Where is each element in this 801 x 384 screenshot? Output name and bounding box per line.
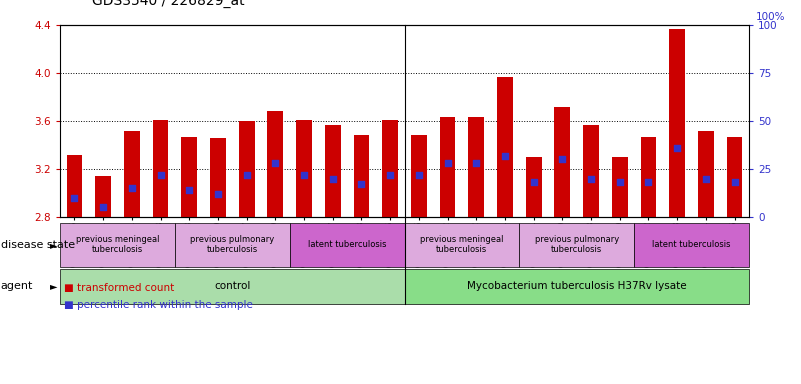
Point [614,179,626,185]
Bar [325,124,340,217]
Point [154,172,167,178]
Bar [210,138,226,217]
Bar [124,131,139,217]
Bar [239,121,255,217]
Point [269,160,282,166]
Point [126,185,139,191]
Text: previous meningeal
tuberculosis: previous meningeal tuberculosis [76,235,159,255]
Point [728,179,741,185]
Point [699,175,712,182]
Text: previous meningeal
tuberculosis: previous meningeal tuberculosis [421,235,504,255]
Bar [612,157,628,217]
Point [298,172,311,178]
Bar [353,136,369,217]
Bar [268,111,284,217]
Bar [440,118,456,217]
Bar [497,76,513,217]
Bar [296,120,312,217]
Text: ■ percentile rank within the sample: ■ percentile rank within the sample [64,300,253,310]
Point [355,181,368,187]
Text: disease state: disease state [1,240,75,250]
Text: latent tuberculosis: latent tuberculosis [652,240,731,249]
Text: control: control [214,281,251,291]
Text: ■ transformed count: ■ transformed count [64,283,175,293]
Point [240,172,253,178]
Text: previous pulmonary
tuberculosis: previous pulmonary tuberculosis [534,235,619,255]
Point [68,195,81,201]
Text: ►: ► [50,281,57,291]
Bar [95,176,111,217]
Bar [411,136,427,217]
Bar [554,107,570,217]
Bar [525,157,541,217]
Bar [382,120,398,217]
Point [670,145,683,151]
Text: agent: agent [1,281,33,291]
Text: Mycobacterium tuberculosis H37Rv lysate: Mycobacterium tuberculosis H37Rv lysate [467,281,686,291]
Text: latent tuberculosis: latent tuberculosis [308,240,386,249]
Text: GDS3540 / 226829_at: GDS3540 / 226829_at [92,0,245,8]
Point [498,152,511,159]
Point [470,160,483,166]
Bar [641,137,656,217]
Text: previous pulmonary
tuberculosis: previous pulmonary tuberculosis [190,235,275,255]
Bar [153,120,168,217]
Point [97,204,110,210]
Text: 100%: 100% [756,12,785,22]
Point [326,175,339,182]
Point [441,160,454,166]
Bar [469,118,484,217]
Point [413,172,425,178]
Bar [670,28,685,217]
Point [183,187,195,193]
Bar [583,124,599,217]
Bar [727,137,743,217]
Point [211,191,224,197]
Text: ►: ► [50,240,57,250]
Point [556,156,569,162]
Bar [66,155,83,217]
Bar [698,131,714,217]
Bar [181,137,197,217]
Point [384,172,396,178]
Point [527,179,540,185]
Point [642,179,655,185]
Point [585,175,598,182]
